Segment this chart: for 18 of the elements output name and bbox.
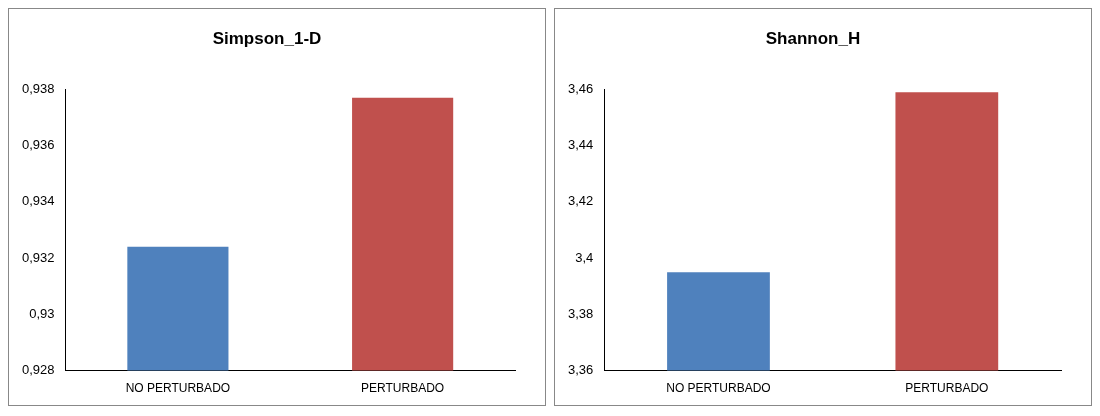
x-tick-label: PERTURBADO bbox=[905, 381, 989, 396]
chart-title: Shannon_H bbox=[765, 28, 861, 48]
y-tick-label: 3,38 bbox=[567, 305, 594, 321]
y-tick-label: 3,46 bbox=[567, 80, 594, 96]
y-tick-label: 0,936 bbox=[21, 137, 55, 153]
y-tick-label: 3,42 bbox=[567, 193, 594, 209]
y-tick-label: 3,44 bbox=[567, 137, 594, 153]
y-tick-label: 0,932 bbox=[21, 249, 55, 265]
x-tick-label: NO PERTURBADO bbox=[666, 381, 771, 396]
y-tick-label: 0,93 bbox=[29, 305, 55, 321]
y-tick-label: 0,934 bbox=[21, 193, 55, 209]
x-tick-label: NO PERTURBADO bbox=[125, 381, 231, 396]
y-tick-label: 0,928 bbox=[21, 362, 55, 378]
chart-title: Simpson_1-D bbox=[212, 28, 322, 48]
y-tick-label: 0,938 bbox=[21, 80, 55, 96]
y-tick-label: 3,36 bbox=[567, 362, 594, 378]
x-tick-label: PERTURBADO bbox=[361, 381, 445, 396]
y-tick-label: 3,4 bbox=[575, 249, 594, 265]
